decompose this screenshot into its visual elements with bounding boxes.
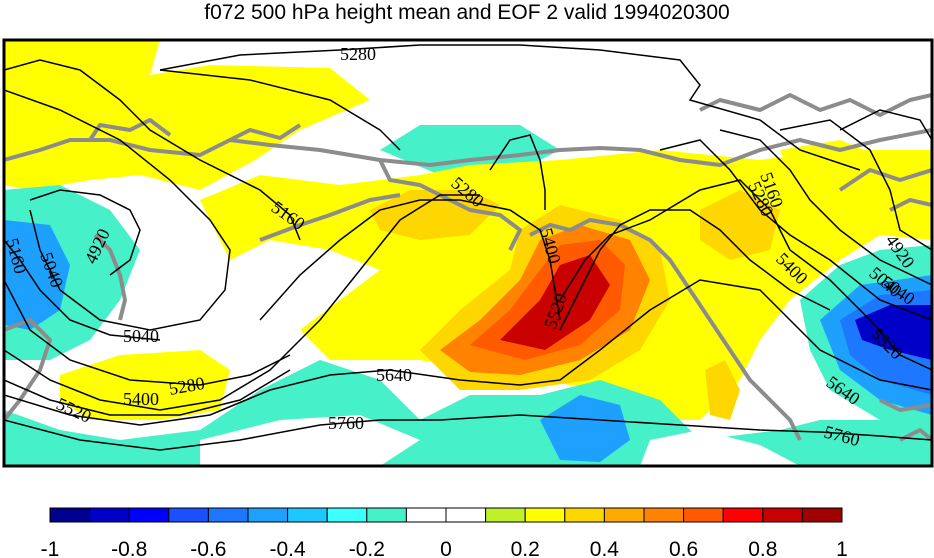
negative-anomaly-region bbox=[640, 430, 800, 466]
colorbar-swatch bbox=[445, 507, 487, 523]
colorbar-swatch bbox=[366, 507, 407, 523]
colorbar-swatch bbox=[722, 507, 764, 523]
colorbar-swatch bbox=[603, 507, 645, 523]
contour-label-5760-a: 5760 bbox=[328, 413, 364, 433]
colorbar-tick-label: 0.2 bbox=[511, 538, 540, 558]
contour-label-5640-a: 5640 bbox=[376, 365, 412, 385]
positive-anomaly-region bbox=[4, 40, 70, 100]
colorbar-tick-label: 1 bbox=[836, 538, 848, 558]
colorbar-tick-label: -0.8 bbox=[111, 538, 147, 558]
colorbar-swatch bbox=[801, 507, 843, 523]
colorbar-swatch bbox=[643, 507, 685, 523]
colorbar-tick-label: -0.2 bbox=[349, 538, 385, 558]
positive-anomaly-region bbox=[370, 190, 500, 240]
colorbar-swatch bbox=[89, 507, 130, 523]
colorbar-swatch bbox=[168, 507, 209, 523]
colorbar-tick-labels: -1 -0.8 -0.6 -0.4 -0.2 0 0.2 0.4 0.6 0.8 1 bbox=[41, 538, 848, 558]
negative-anomaly-region bbox=[855, 305, 932, 360]
contour-label-5280-top: 5280 bbox=[340, 44, 376, 64]
colorbar-swatch bbox=[485, 507, 526, 523]
colorbar-swatch bbox=[326, 507, 368, 523]
colorbar-tick-label: 0 bbox=[440, 538, 452, 558]
colorbar-swatch bbox=[762, 507, 803, 523]
colorbar-swatch bbox=[564, 507, 605, 523]
contour-label-5400-a: 5400 bbox=[123, 389, 159, 409]
positive-anomaly-region bbox=[705, 360, 740, 420]
contour-label-5040-b: 5040 bbox=[123, 326, 159, 346]
colorbar-tick-label: -1 bbox=[41, 538, 60, 558]
colorbar-tick-label: 0.4 bbox=[590, 538, 620, 558]
coastlines bbox=[4, 93, 932, 442]
height-contours bbox=[4, 44, 932, 451]
colorbar-swatch bbox=[405, 507, 447, 523]
colorbar-swatch bbox=[287, 507, 328, 523]
plot-title: f072 500 hPa height mean and EOF 2 valid… bbox=[204, 1, 730, 24]
positive-anomaly-region bbox=[700, 190, 780, 260]
positive-anomaly-region bbox=[500, 255, 610, 350]
colorbar bbox=[49, 507, 843, 523]
colorbar-tick-label: -0.4 bbox=[270, 538, 307, 558]
map-frame bbox=[2, 38, 934, 468]
colorbar-swatch bbox=[683, 507, 724, 523]
colorbar-swatch bbox=[207, 507, 249, 523]
positive-anomaly-region bbox=[4, 40, 370, 190]
colorbar-tick-label: 0.8 bbox=[748, 538, 777, 558]
colorbar-swatch bbox=[49, 507, 91, 523]
negative-anomaly-region bbox=[200, 415, 420, 466]
colorbar-tick-label: -0.6 bbox=[190, 538, 226, 558]
positive-anomaly-region bbox=[60, 350, 230, 420]
eof-shading bbox=[4, 40, 932, 466]
colorbar-swatch bbox=[524, 507, 566, 523]
colorbar-swatch bbox=[247, 507, 289, 523]
negative-anomaly-region bbox=[540, 395, 630, 462]
colorbar-tick-label: 0.6 bbox=[669, 538, 698, 558]
colorbar-swatch bbox=[128, 507, 170, 523]
